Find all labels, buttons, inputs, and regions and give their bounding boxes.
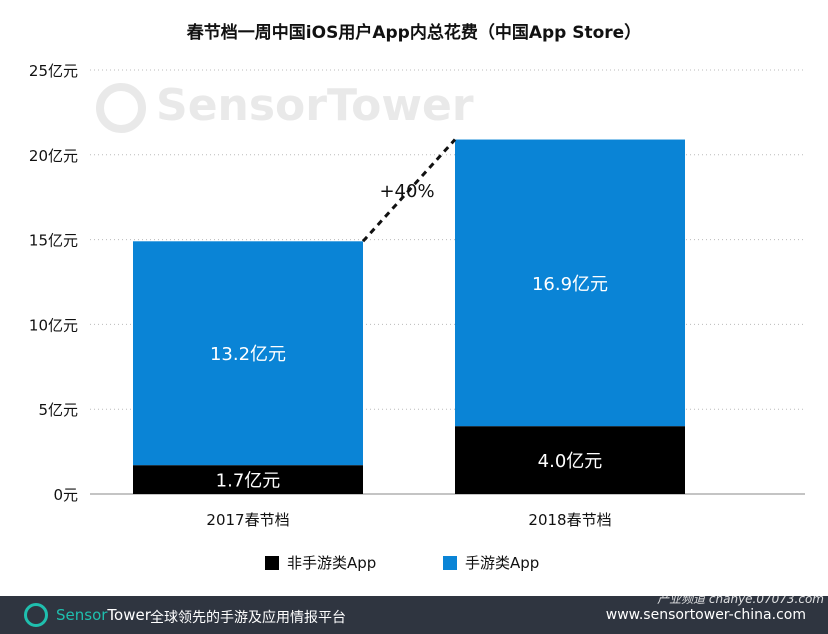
growth-connector bbox=[361, 138, 457, 243]
legend-item-non-game: 非手游类App bbox=[265, 552, 376, 573]
data-label: 16.9亿元 bbox=[532, 274, 608, 295]
y-tick-label: 0元 bbox=[53, 486, 78, 504]
bar-segment bbox=[455, 139, 685, 427]
data-label: 1.7亿元 bbox=[216, 471, 281, 492]
x-tick-label: 2018春节档 bbox=[528, 511, 611, 529]
footer-slogan: 全球领先的手游及应用情报平台 bbox=[150, 610, 346, 626]
y-tick-label: 20亿元 bbox=[29, 147, 78, 165]
footer-url: www.sensortower-china.com bbox=[605, 607, 806, 623]
y-tick-label: 25亿元 bbox=[29, 62, 78, 80]
legend-label: 手游类App bbox=[465, 554, 540, 572]
legend-swatch bbox=[443, 555, 457, 570]
legend-item-game: 手游类App bbox=[443, 552, 539, 573]
y-tick-label: 15亿元 bbox=[29, 232, 78, 250]
y-tick-label: 10亿元 bbox=[29, 316, 78, 334]
bar-segment bbox=[133, 465, 363, 494]
legend-swatch bbox=[265, 555, 279, 570]
legend-label: 非手游类App bbox=[287, 554, 377, 572]
chart-area: 0元 5亿元 10亿元 15亿元 20亿元 25亿元 1.7亿元 13.2亿元 2017春节档 4… bbox=[29, 62, 805, 529]
footer-bar: SensorTower 全球领先的手游及应用情报平台 www.sensortow… bbox=[0, 596, 828, 634]
y-tick-label: 5亿元 bbox=[38, 401, 78, 419]
chart-title: 春节档一周中国iOS用户App内总花费（中国App Store） bbox=[186, 23, 642, 43]
bar-segment bbox=[133, 241, 363, 466]
x-tick-label: 2017春节档 bbox=[206, 511, 289, 529]
overlay-watermark: 产业频道 chanye.07073.com bbox=[657, 592, 824, 606]
sensortower-watermark: SensorTower bbox=[96, 80, 474, 133]
data-label: 4.0亿元 bbox=[538, 451, 603, 472]
bar-segment bbox=[455, 426, 685, 494]
footer-brand: SensorTower bbox=[56, 606, 151, 624]
data-label: 13.2亿元 bbox=[210, 344, 286, 365]
growth-annotation: +40% bbox=[379, 181, 434, 202]
sensortower-logo-icon bbox=[24, 603, 48, 627]
